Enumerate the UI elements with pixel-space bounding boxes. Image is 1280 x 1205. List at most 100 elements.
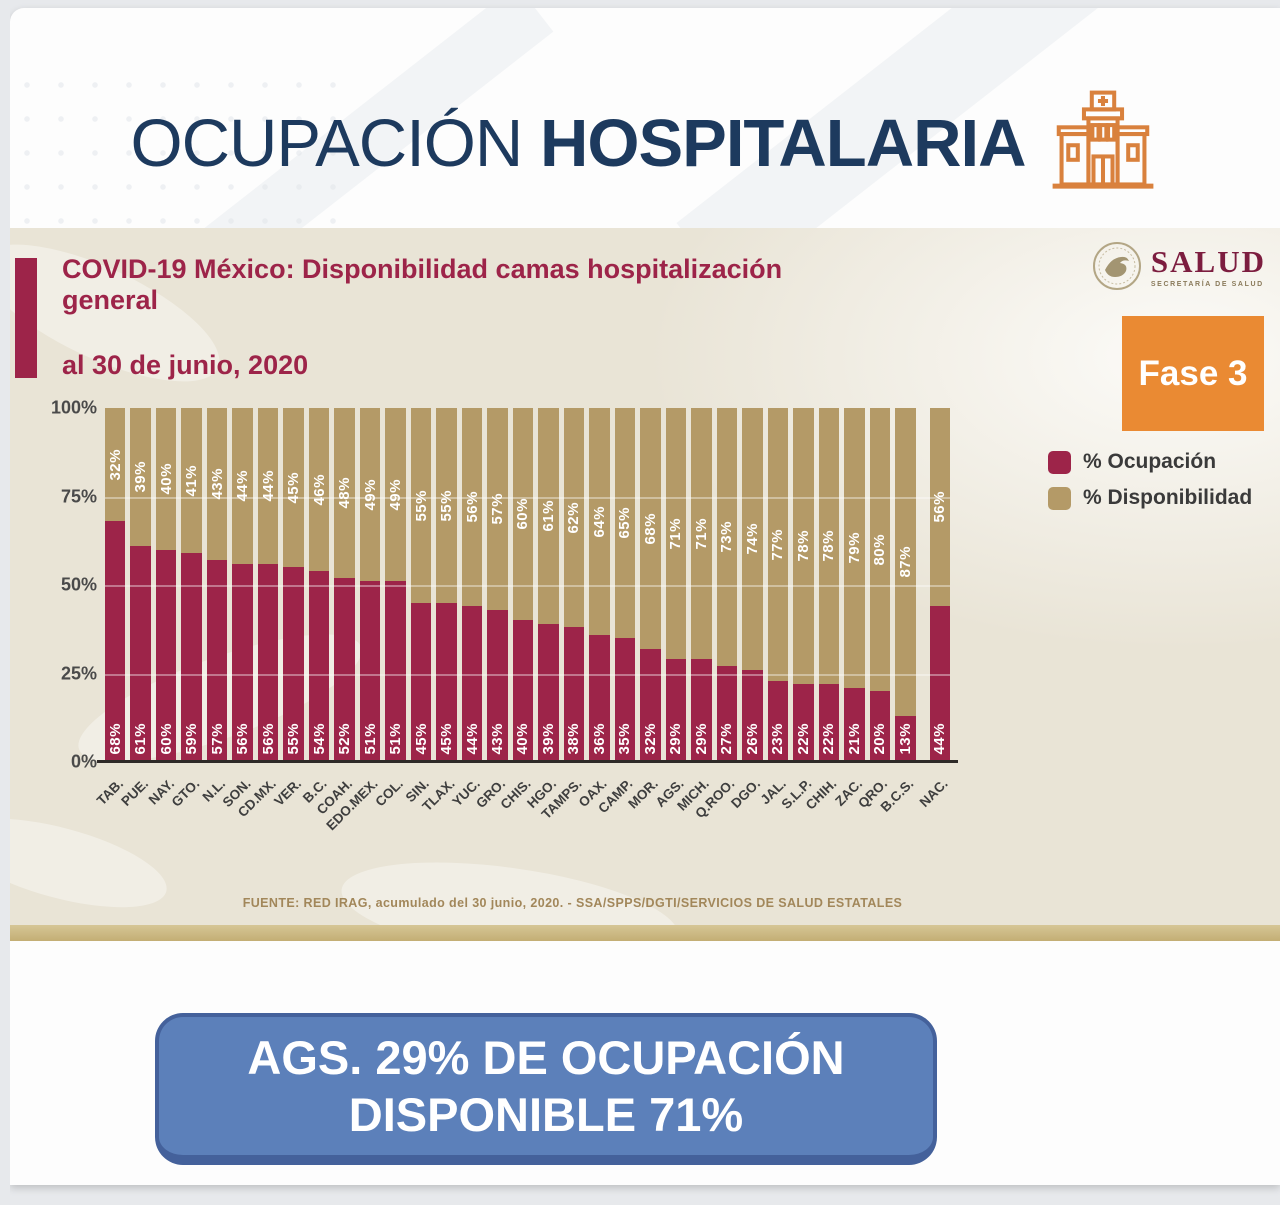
availability-value-label: 46% (310, 473, 328, 506)
x-tick-label: TAB. (93, 776, 126, 809)
x-label-cell: JAL. (757, 768, 788, 858)
availability-segment: 39% (130, 408, 151, 547)
gridline-75 (105, 496, 950, 499)
chart-legend: % Ocupación % Disponibilidad (1048, 450, 1252, 510)
availability-segment: 60% (512, 408, 534, 621)
availability-segment: 49% (359, 408, 381, 582)
plot-area: 32% 68% 39% 61% 40% 60% 41% 59% 43% 57% 44% 56% 44% 5… (51, 398, 958, 772)
occupation-segment: 56% (232, 563, 253, 762)
availability-value-label: 74% (743, 523, 761, 555)
x-label-cell: CAMP. (595, 768, 635, 858)
availability-segment: 43% (206, 408, 228, 561)
occupation-segment: 38% (563, 627, 585, 762)
occupation-value-label: 21% (845, 723, 863, 755)
gridline-50 (105, 585, 950, 587)
bar-slp: 78% 22% (793, 408, 814, 762)
occupation-value-label: 39% (539, 723, 557, 755)
salud-logo-text: SALUD SECRETARÍA DE SALUD (1151, 240, 1266, 288)
occupation-segment: 59% (181, 553, 202, 762)
availability-segment: 78% (818, 408, 840, 685)
occupation-value-label: 55% (285, 723, 303, 755)
bar-bcs: 87% 13% (895, 408, 916, 762)
occupation-segment: 36% (589, 634, 610, 762)
gridline-25 (105, 673, 950, 676)
occupation-value-label: 44% (463, 723, 481, 755)
x-label-cell: B.C.S. (877, 768, 916, 858)
bar-jal: 77% 23% (767, 408, 789, 762)
bar-cdmx: 44% 56% (257, 408, 279, 762)
chart-panel: COVID-19 México: Disponibilidad camas ho… (10, 228, 1280, 941)
legend-item: % Disponibilidad (1048, 486, 1252, 510)
availability-segment: 56% (929, 408, 950, 607)
availability-value-label: 78% (820, 530, 838, 562)
availability-segment: 80% (869, 408, 891, 692)
salud-logo: SALUD SECRETARÍA DE SALUD (1091, 240, 1266, 292)
availability-value-label: 45% (285, 471, 303, 504)
banner-line1: AGS. 29% DE OCUPACIÓN (247, 1030, 845, 1084)
availability-segment: 46% (308, 408, 330, 571)
x-label-cell: TAMPS. (539, 768, 585, 858)
bar-edomex: 49% 51% (359, 408, 381, 762)
availability-value-label: 43% (208, 468, 226, 500)
x-label-cell: CHIS. (498, 768, 534, 858)
x-tick-label: NAC. (916, 776, 951, 810)
availability-value-label: 62% (565, 501, 583, 534)
callout-banner: AGS. 29% DE OCUPACIÓN DISPONIBLE 71% (155, 1013, 937, 1165)
bar-tab: 32% 68% (105, 408, 126, 762)
bar-dgo: 74% 26% (742, 408, 763, 762)
slide: OCUPACIÓN HOSPITALARIA COVI (10, 8, 1280, 1185)
x-label-cell: ZAC. (832, 768, 865, 858)
bar-coah: 48% 52% (334, 408, 355, 762)
occupation-value-label: 36% (590, 723, 608, 755)
bar-sin: 55% 45% (410, 408, 432, 762)
availability-value-label: 77% (769, 528, 787, 561)
x-label-cell: COL. (373, 768, 406, 858)
availability-value-label: 32% (106, 448, 124, 481)
legend-swatch (1048, 450, 1071, 474)
bar-camp: 65% 35% (614, 408, 636, 762)
bar-pue: 39% 61% (130, 408, 151, 762)
availability-value-label: 49% (361, 478, 379, 511)
availability-value-label: 71% (667, 517, 685, 550)
occupation-segment: 40% (512, 620, 534, 762)
availability-value-label: 65% (616, 507, 634, 539)
y-tick-label: 25% (60, 663, 97, 683)
availability-segment: 65% (614, 408, 636, 639)
occupation-value-label: 40% (514, 723, 532, 755)
availability-segment: 55% (410, 408, 432, 603)
occupation-segment: 45% (436, 602, 457, 762)
bar-nl: 43% 57% (206, 408, 228, 762)
occupation-value-label: 54% (310, 723, 328, 755)
occupation-segment: 20% (869, 691, 891, 762)
hospital-building-icon (1053, 90, 1154, 189)
availability-segment: 73% (716, 408, 738, 667)
occupation-segment: 23% (767, 680, 789, 762)
bar-bc: 46% 54% (308, 408, 330, 762)
x-axis-labels: TAB. PUE. NAY. GTO. N.L. SON. CD.MX. VER. B.C. CO… (94, 768, 951, 858)
occupation-segment: 22% (793, 684, 814, 762)
source-note: FUENTE: RED IRAG, acumulado del 30 junio… (242, 896, 903, 910)
availability-segment: 71% (665, 408, 687, 660)
legend-swatch (1048, 486, 1071, 510)
bar-col: 49% 51% (385, 408, 406, 762)
availability-value-label: 80% (871, 533, 889, 566)
availability-segment: 44% (232, 408, 253, 564)
occupation-value-label: 43% (489, 723, 506, 755)
availability-segment: 56% (461, 408, 483, 607)
occupation-value-label: 45% (412, 723, 430, 755)
availability-segment: 61% (538, 408, 559, 624)
x-label-cell: S.L.P. (778, 768, 814, 858)
x-label-cell: CHIH. (803, 768, 840, 858)
x-label-cell: TLAX. (419, 768, 457, 858)
page-gutter (0, 0, 10, 1205)
occupation-value-label: 13% (896, 723, 914, 755)
occupation-value-label: 61% (132, 723, 150, 755)
x-label-cell: N.L. (199, 768, 228, 858)
availability-segment: 44% (257, 408, 279, 564)
bar-nac: 56% 44% (929, 408, 950, 762)
salud-wordmark: SALUD (1150, 244, 1266, 279)
x-label-cell: Q.ROO. (692, 768, 737, 858)
chart-subtitle: al 30 de junio, 2020 (62, 350, 309, 380)
page-title-light: OCUPACIÓN (130, 105, 524, 181)
availability-segment: 32% (105, 408, 126, 522)
